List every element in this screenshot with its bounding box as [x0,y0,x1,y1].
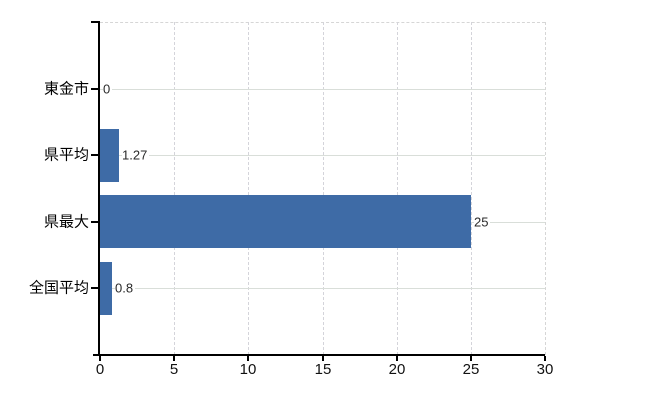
x-axis-tick-label: 20 [388,361,406,378]
bar [100,129,119,182]
value-label: 1.27 [122,147,150,163]
x-axis-tick [173,356,175,361]
y-axis-tick [91,287,98,289]
vertical-gridline [545,22,546,355]
vertical-gridline [322,22,324,355]
x-axis-tick [247,356,249,361]
x-axis-tick-label: 25 [462,361,480,378]
category-label: 県平均 [43,146,89,164]
value-label: 0 [103,81,113,97]
x-axis-line [93,354,545,356]
value-label: 0.8 [115,280,136,296]
value-label: 25 [474,214,491,230]
x-axis-tick [470,356,472,361]
vertical-gridline [174,22,176,355]
vertical-gridline [248,22,250,355]
x-axis-tick-label: 10 [239,361,257,378]
y-axis-tick [91,221,98,223]
horizontal-gridline [100,155,545,156]
bar [100,262,112,315]
bar [100,195,471,248]
y-axis-tick [91,154,98,156]
x-axis-tick [396,356,398,361]
vertical-gridline [396,22,398,355]
category-label: 全国平均 [28,279,89,297]
y-axis-tick [91,88,98,90]
x-axis-tick-label: 0 [95,361,105,378]
category-label: 東金市 [43,80,89,98]
y-axis-line [98,21,100,356]
category-label: 県最大 [43,213,89,231]
x-axis-tick-label: 5 [169,361,179,378]
horizontal-gridline [100,288,545,289]
horizontal-gridline [100,89,545,90]
x-axis-tick [322,356,324,361]
x-axis-tick [99,356,101,361]
x-axis-tick-label: 30 [536,361,554,378]
y-axis-top-tick [91,21,98,23]
x-axis-tick [544,356,546,361]
x-axis-tick-label: 15 [314,361,332,378]
vertical-gridline [470,22,472,355]
